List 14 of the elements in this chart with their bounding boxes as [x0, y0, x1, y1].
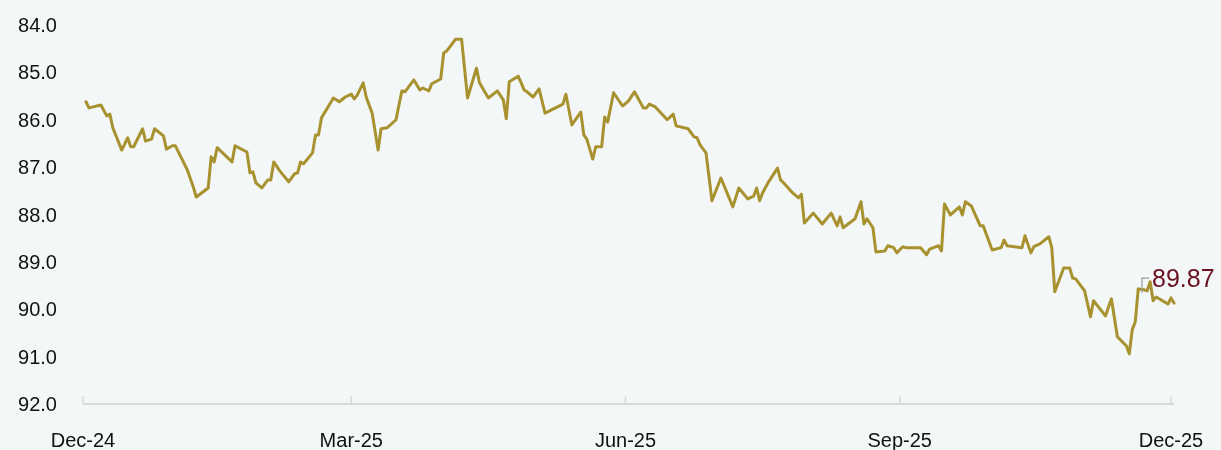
y-tick-label: 90.0 — [18, 298, 57, 321]
x-tick-label: Dec-24 — [50, 429, 116, 450]
y-tick-label: 91.0 — [18, 345, 57, 368]
x-tick-label: Mar-25 — [319, 429, 383, 450]
y-tick-label: 84.0 — [18, 14, 57, 36]
x-tick-label: Jun-25 — [594, 429, 657, 450]
annotation: 89.87 — [1152, 263, 1215, 292]
y-tick-label: 86.0 — [18, 108, 57, 131]
y-tick-label: 85.0 — [18, 61, 57, 84]
y-tick-label: 92.0 — [18, 393, 57, 415]
x-tick-label: Dec-25 — [1138, 429, 1204, 450]
y-tick-label: 89.0 — [18, 250, 57, 273]
y-tick-label: 87.0 — [18, 156, 57, 179]
y-tick-label: 88.0 — [18, 203, 57, 226]
